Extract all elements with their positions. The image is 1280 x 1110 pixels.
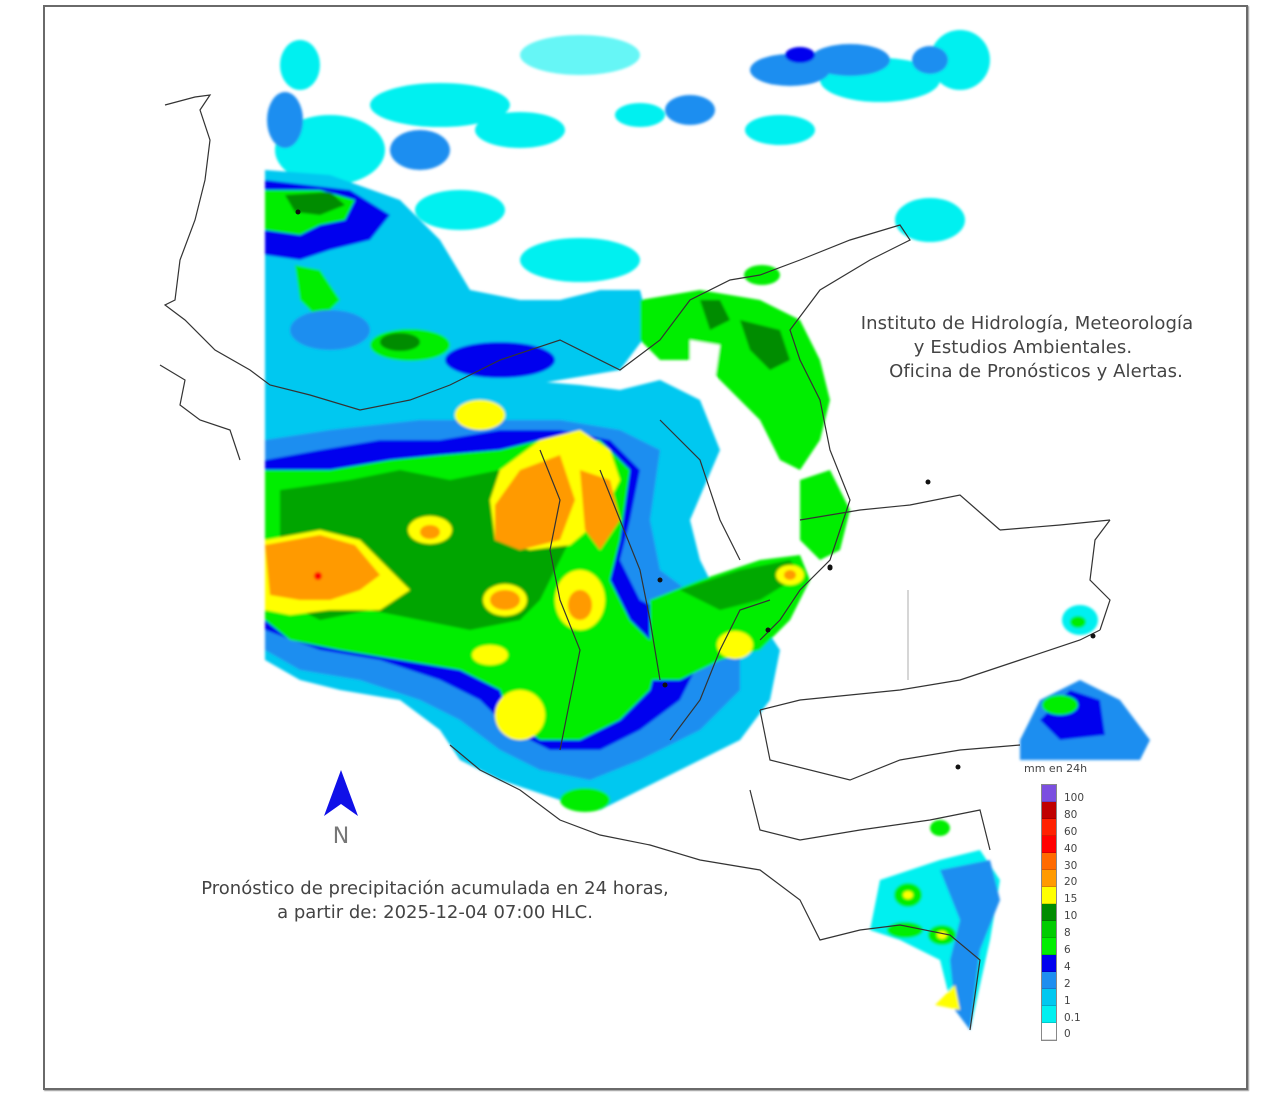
precipitation-legend: mm en 24h 100 80 60 40 30 20 15 10 8 6 4 2 1 0.1 0 <box>1020 762 1130 1052</box>
legend-swatch <box>1042 904 1056 921</box>
legend-label: 80 <box>1064 808 1078 821</box>
caption-line-2: a partir de: 2025-12-04 07:00 HLC. <box>277 902 593 923</box>
legend-colorbar <box>1041 784 1057 1041</box>
legend-swatch <box>1042 853 1056 870</box>
legend-swatch <box>1042 955 1056 972</box>
institution-line-2: y Estudios Ambientales. <box>913 337 1133 358</box>
legend-label: 100 <box>1064 792 1085 804</box>
caption-line-1: Pronóstico de precipitación acumulada en… <box>201 878 669 899</box>
legend-swatch <box>1042 870 1056 887</box>
legend-labels: 100 80 60 40 30 20 15 10 8 6 4 2 1 0.1 0 <box>1064 790 1084 1043</box>
legend-label: 8 <box>1064 927 1071 940</box>
forecast-caption: Pronóstico de precipitación acumulada en… <box>140 877 730 925</box>
precipitation-field <box>265 30 1150 1030</box>
north-label: N <box>332 824 350 849</box>
institution-label: Instituto de Hidrología, Meteorología y … <box>822 312 1232 384</box>
legend-swatch <box>1042 836 1056 853</box>
legend-label: 6 <box>1064 944 1071 957</box>
legend-swatch <box>1042 1023 1056 1040</box>
legend-label: 20 <box>1064 876 1078 889</box>
north-arrow-icon <box>324 770 358 816</box>
legend-title: mm en 24h <box>1024 762 1088 775</box>
legend-label: 40 <box>1064 842 1078 855</box>
legend-label: 60 <box>1064 825 1078 838</box>
legend-label: 2 <box>1064 977 1071 990</box>
legend-swatch <box>1042 921 1056 938</box>
city-markers <box>295 209 1096 770</box>
legend-label: 0.1 <box>1064 1011 1081 1024</box>
legend-label: 30 <box>1064 859 1078 872</box>
institution-line-1: Instituto de Hidrología, Meteorología <box>860 313 1194 334</box>
legend-swatch <box>1042 887 1056 904</box>
legend-swatch <box>1042 989 1056 1006</box>
legend-swatch <box>1042 819 1056 836</box>
legend-swatch <box>1042 802 1056 819</box>
legend-swatch <box>1042 785 1056 802</box>
country-borders <box>159 94 1111 1031</box>
legend-label: 0 <box>1064 1028 1071 1041</box>
legend-label: 4 <box>1064 960 1071 973</box>
legend-label: 1 <box>1064 994 1071 1007</box>
legend-swatch <box>1042 1006 1056 1023</box>
legend-swatch <box>1042 972 1056 989</box>
north-arrow: N <box>318 768 364 856</box>
institution-line-3: Oficina de Pronósticos y Alertas. <box>889 361 1183 382</box>
legend-swatch <box>1042 938 1056 955</box>
legend-label: 15 <box>1064 893 1078 906</box>
legend-label: 10 <box>1064 910 1078 923</box>
